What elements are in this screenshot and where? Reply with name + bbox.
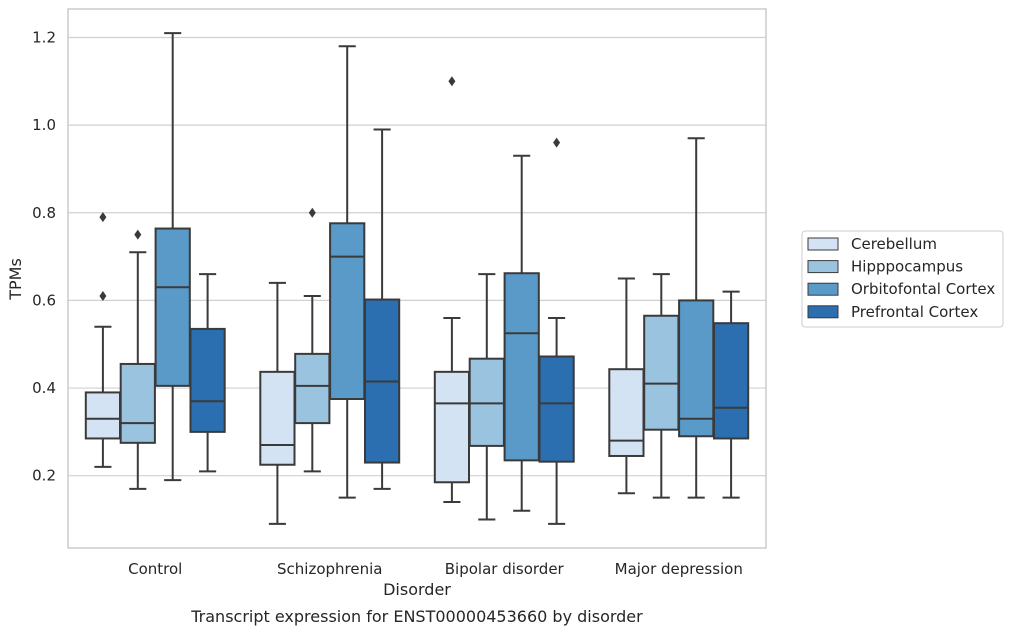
iqr-box <box>503 272 540 462</box>
iqr-box <box>329 222 366 401</box>
outlier-point <box>308 207 316 218</box>
iqr-box <box>712 322 750 440</box>
iqr-box <box>84 391 122 440</box>
legend-label: Prefrontal Cortex <box>851 303 978 321</box>
box-group <box>259 281 296 525</box>
x-tick-labels: Control Schizophrenia Bipolar disorder Majo… <box>128 560 743 578</box>
outlier-point <box>134 229 142 240</box>
legend-label: Orbitofontal Cortex <box>851 280 995 298</box>
iqr-box <box>678 299 715 438</box>
x-tick-label: Bipolar disorder <box>445 560 565 578</box>
iqr-box <box>433 370 471 484</box>
iqr-box <box>538 355 575 463</box>
box-group <box>433 76 471 503</box>
x-tick-label: Control <box>128 560 182 578</box>
legend-label: Hipppocampus <box>851 258 963 276</box>
y-tick-label: 0.6 <box>32 291 56 309</box>
chart-caption: Transcript expression for ENST0000045366… <box>190 607 643 626</box>
box-group <box>154 32 191 482</box>
box-group <box>538 137 575 525</box>
legend-frame <box>801 230 1004 328</box>
x-tick-label: Major depression <box>615 560 743 578</box>
iqr-box <box>468 357 505 447</box>
box-group <box>119 229 156 490</box>
x-tick-label: Schizophrenia <box>277 560 382 578</box>
plot-frame <box>67 8 767 549</box>
iqr-box <box>294 352 331 425</box>
iqr-box <box>608 368 645 457</box>
iqr-box <box>154 227 191 387</box>
legend-swatch <box>807 260 839 274</box>
box-group <box>468 273 505 521</box>
iqr-box <box>189 327 226 433</box>
box-group <box>678 137 715 499</box>
box-group <box>84 212 122 468</box>
box-group <box>294 207 331 473</box>
outlier-point <box>448 76 456 87</box>
box-group <box>329 45 366 499</box>
outlier-point <box>99 212 107 223</box>
box-group <box>608 277 645 495</box>
iqr-box <box>259 370 296 466</box>
iqr-box <box>119 362 156 444</box>
y-tick-labels: 0.2 0.4 0.6 0.8 1.0 1.2 <box>32 28 56 484</box>
y-tick-label: 1.0 <box>32 116 56 134</box>
boxes <box>84 32 750 525</box>
legend-label: Cerebellum <box>851 235 937 253</box>
box-group <box>189 273 226 473</box>
box-group <box>503 154 540 512</box>
outlier-point <box>99 291 107 302</box>
iqr-box <box>643 314 680 431</box>
box-group <box>643 273 680 499</box>
y-tick-label: 1.2 <box>32 28 56 46</box>
legend-swatch <box>807 237 839 251</box>
legend-swatch <box>807 282 839 296</box>
y-tick-label: 0.2 <box>32 467 56 485</box>
box-group <box>363 128 401 490</box>
box-group <box>712 290 750 499</box>
legend-swatch <box>807 305 839 319</box>
legend: Cerebellum Hipppocampus Orbitofontal Corte… <box>801 230 1004 328</box>
y-tick-label: 0.4 <box>32 379 56 397</box>
y-tick-label: 0.8 <box>32 204 56 222</box>
y-axis-title: TPMs <box>6 258 25 301</box>
outlier-point <box>553 137 561 148</box>
x-axis-title: Disorder <box>383 580 451 599</box>
